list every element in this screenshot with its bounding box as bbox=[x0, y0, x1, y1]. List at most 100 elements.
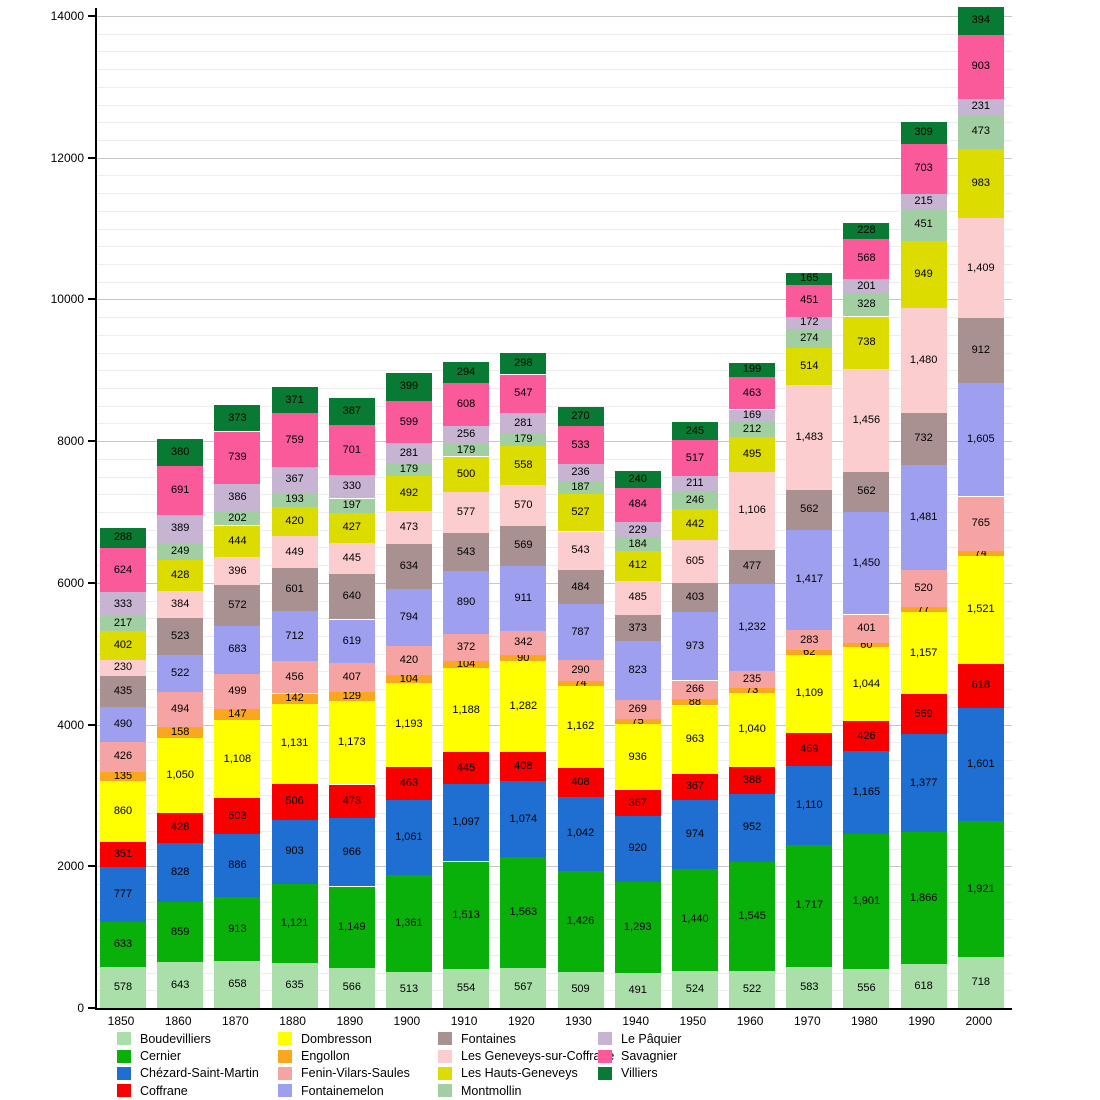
legend-label: Savagnier bbox=[621, 1049, 678, 1064]
bar-segment: 394 bbox=[957, 6, 1004, 35]
bar-segment-value: 1,097 bbox=[452, 816, 480, 829]
bar-segment: 469 bbox=[786, 733, 833, 767]
bar-segment: 445 bbox=[443, 752, 490, 784]
x-axis-label: 1870 bbox=[222, 1014, 249, 1028]
bar-segment: 547 bbox=[500, 374, 547, 414]
gridline-major bbox=[97, 299, 1012, 301]
bar-segment-value: 74 bbox=[574, 676, 587, 689]
gridline-minor bbox=[97, 636, 1012, 637]
legend-swatch bbox=[117, 1049, 131, 1063]
gridline-minor bbox=[97, 760, 1012, 761]
bar-segment-value: 402 bbox=[113, 639, 133, 652]
bar-segment-value: 367 bbox=[285, 473, 304, 486]
bar-segment-value: 1,426 bbox=[566, 914, 595, 927]
bar-segment: 1,282 bbox=[500, 661, 547, 752]
bar-segment-value: 1,121 bbox=[280, 916, 309, 929]
bar-segment-value: 217 bbox=[113, 617, 133, 630]
bar-segment: 599 bbox=[385, 401, 432, 444]
bar-segment-value: 765 bbox=[971, 517, 990, 530]
bar-segment-value: 583 bbox=[800, 980, 819, 993]
bar-segment-value: 1,521 bbox=[967, 603, 995, 616]
bar-segment: 533 bbox=[557, 426, 604, 465]
bar-segment: 619 bbox=[328, 619, 375, 664]
bar-segment-value: 104 bbox=[456, 657, 476, 670]
bar-segment: 367 bbox=[671, 773, 718, 800]
bar-segment-value: 330 bbox=[342, 480, 361, 493]
bar-segment: 230 bbox=[100, 659, 146, 676]
bar-segment: 104 bbox=[385, 673, 432, 684]
bar-segment-value: 484 bbox=[571, 580, 590, 593]
y-axis-tick bbox=[88, 156, 95, 159]
bar-segment-value: 1,232 bbox=[738, 620, 766, 633]
bar-segment-value: 179 bbox=[456, 443, 476, 456]
bar-segment-value: 890 bbox=[456, 596, 476, 609]
bar-segment-value: 386 bbox=[228, 491, 247, 504]
bar-segment: 1,377 bbox=[900, 734, 947, 832]
bar-segment-value: 1,044 bbox=[852, 677, 881, 690]
bar-segment: 420 bbox=[385, 645, 432, 676]
gridline-minor bbox=[97, 706, 1012, 708]
bar-segment-value: 407 bbox=[342, 671, 361, 684]
bar-segment: 73 bbox=[729, 684, 776, 695]
bar-segment-value: 643 bbox=[171, 978, 190, 991]
bar-segment-value: 427 bbox=[342, 521, 361, 534]
legend-label: Fontaines bbox=[461, 1031, 516, 1046]
bar-segment-value: 499 bbox=[228, 685, 247, 698]
y-axis-label: 12000 bbox=[50, 150, 84, 165]
bar-segment: 135 bbox=[100, 770, 146, 783]
legend-column: Boudevilliers Cernier Chézard-Saint-Martin… bbox=[117, 1030, 259, 1100]
bar-segment-value: 983 bbox=[971, 177, 990, 190]
bar-segment: 492 bbox=[385, 476, 432, 511]
bar-segment: 408 bbox=[557, 768, 604, 797]
bar-segment-value: 777 bbox=[113, 888, 133, 901]
legend-column: Fontaines Les Geneveys-sur-Coffrane Les Ha… bbox=[438, 1030, 614, 1100]
bar-segment: 640 bbox=[328, 574, 375, 620]
bar-segment-value: 240 bbox=[628, 472, 647, 485]
bar-segment-value: 373 bbox=[228, 411, 247, 424]
bar-segment: 129 bbox=[328, 691, 375, 702]
bar-segment: 298 bbox=[500, 353, 547, 375]
bar-segment: 142 bbox=[271, 693, 318, 704]
gridline-minor bbox=[97, 423, 1012, 425]
bar-segment: 408 bbox=[500, 752, 547, 781]
gridline-minor bbox=[97, 777, 1012, 779]
bar-segment: 765 bbox=[957, 496, 1004, 551]
legend-label: Fontainemelon bbox=[301, 1083, 384, 1098]
bar-segment: 514 bbox=[786, 348, 833, 385]
bar-segment: 215 bbox=[900, 193, 947, 209]
x-axis-label: 2000 bbox=[965, 1014, 993, 1028]
bar-segment-value: 732 bbox=[914, 432, 933, 445]
legend-label: Chézard-Saint-Martin bbox=[140, 1066, 259, 1081]
bar-segment-value: 1,061 bbox=[395, 831, 423, 844]
bar-segment: 1,717 bbox=[786, 845, 833, 967]
y-axis-label: 8000 bbox=[57, 434, 84, 449]
bar-segment-value: 394 bbox=[971, 14, 990, 27]
bar-segment-value: 62 bbox=[803, 645, 816, 658]
bar-segment: 643 bbox=[157, 962, 204, 1008]
bar-segment-value: 1,456 bbox=[852, 413, 881, 426]
bar-segment: 60 bbox=[843, 639, 890, 650]
bar-segment: 74 bbox=[957, 547, 1004, 558]
bar-segment-value: 201 bbox=[857, 279, 876, 292]
bar-segment: 517 bbox=[671, 439, 718, 477]
bar-segment: 787 bbox=[557, 604, 604, 661]
bar-segment-value: 428 bbox=[171, 569, 190, 582]
bar-segment: 860 bbox=[100, 781, 146, 843]
x-axis-label: 1960 bbox=[736, 1014, 764, 1028]
bar-segment: 1,409 bbox=[957, 218, 1004, 319]
legend-label: Montmollin bbox=[461, 1083, 522, 1098]
legend-swatch bbox=[438, 1084, 452, 1098]
bar-segment: 456 bbox=[271, 661, 318, 694]
bar-segment-value: 1,483 bbox=[795, 430, 824, 443]
bar-segment: 1,232 bbox=[729, 583, 776, 672]
gridline-minor bbox=[97, 210, 1012, 212]
gridline-minor bbox=[97, 689, 1012, 691]
bar-segment: 236 bbox=[557, 464, 604, 481]
bar-segment: 491 bbox=[614, 973, 661, 1008]
x-axis-label: 1930 bbox=[565, 1014, 592, 1028]
bar-segment: 973 bbox=[671, 611, 718, 681]
legend-column: Le Pâquier Savagnier Villiers bbox=[598, 1030, 681, 1082]
gridline-minor bbox=[97, 653, 1012, 655]
bar-segment-value: 608 bbox=[456, 397, 476, 410]
bar-segment-value: 135 bbox=[113, 770, 133, 783]
